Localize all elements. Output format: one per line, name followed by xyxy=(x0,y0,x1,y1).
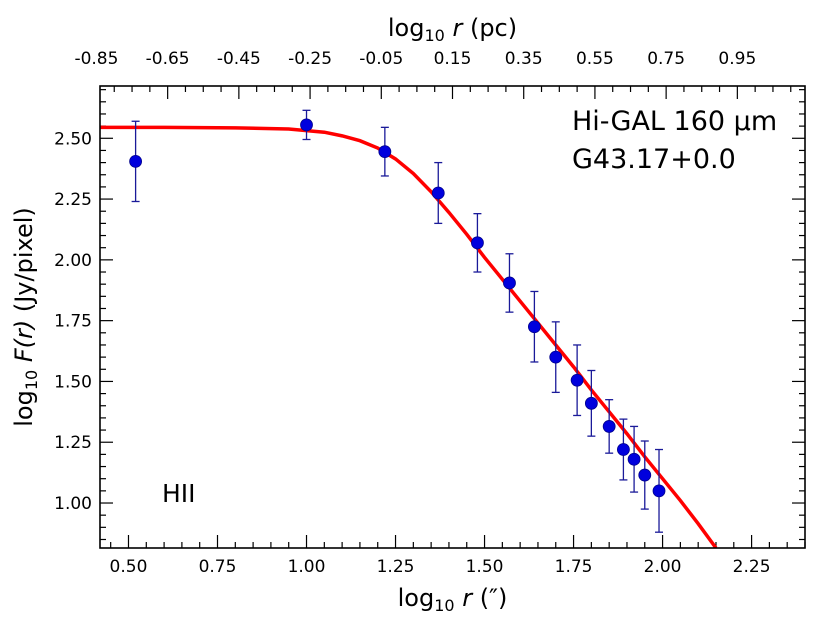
top-tick-label: -0.85 xyxy=(74,49,118,69)
data-point xyxy=(431,186,445,200)
y-tick-label: 1.75 xyxy=(54,312,92,332)
y-tick-label: 2.00 xyxy=(54,251,92,271)
data-point xyxy=(549,350,563,364)
data-point xyxy=(584,396,598,410)
x-tick-label: 2.25 xyxy=(733,557,771,577)
data-point xyxy=(627,452,641,466)
top-tick-label: -0.45 xyxy=(217,49,261,69)
top-tick-label: -0.25 xyxy=(288,49,332,69)
x-tick-label: 0.75 xyxy=(199,557,237,577)
top-tick-label: -0.65 xyxy=(146,49,190,69)
y-tick-label: 1.00 xyxy=(54,494,92,514)
top-tick-label: 0.55 xyxy=(576,49,614,69)
x-tick-label: 1.75 xyxy=(555,557,593,577)
top-tick-label: -0.05 xyxy=(359,49,403,69)
x-tick-label: 1.25 xyxy=(377,557,415,577)
data-point xyxy=(503,276,516,290)
data-point xyxy=(378,145,392,159)
x-tick-label: 1.00 xyxy=(288,557,326,577)
fit-curve xyxy=(100,125,718,548)
region-annotation: HII xyxy=(162,479,196,508)
plot-frame xyxy=(99,85,806,549)
y-tick-label: 2.25 xyxy=(54,190,92,210)
y-tick-label: 1.25 xyxy=(54,433,92,453)
labels-layer: 0.50 0.75 1.00 1.25 1.50 1.75 2.00 2.25 1.00 1.25… xyxy=(10,14,771,615)
top-tick-label: 0.15 xyxy=(434,49,472,69)
data-point xyxy=(602,420,616,433)
x-tick-label: 2.00 xyxy=(644,557,682,577)
source-annotation: G43.17+0.0 xyxy=(572,144,736,175)
y-axis-title: log10 F(r) (Jy/pixel) xyxy=(10,207,41,427)
data-point xyxy=(570,373,584,387)
data-point xyxy=(129,154,143,168)
top-x-axis-title: log10 r (pc) xyxy=(388,14,517,45)
data-points-layer xyxy=(129,109,666,533)
survey-annotation: Hi-GAL 160 μm xyxy=(572,106,777,137)
data-point xyxy=(638,468,652,482)
x-tick-label: 0.50 xyxy=(110,557,148,577)
y-tick-label: 1.50 xyxy=(54,372,92,392)
data-point xyxy=(527,320,541,334)
y-tick-label: 2.50 xyxy=(54,129,92,149)
data-point xyxy=(652,484,666,498)
top-tick-label: 0.95 xyxy=(718,49,756,69)
x-tick-label: 1.50 xyxy=(466,557,504,577)
top-tick-label: 0.35 xyxy=(505,49,543,69)
data-point xyxy=(617,443,630,456)
axis-ticks xyxy=(100,86,806,548)
fit-curve-layer xyxy=(100,125,718,548)
x-axis-title: log10 r (″) xyxy=(398,584,508,615)
top-tick-label: 0.75 xyxy=(647,49,685,69)
data-point xyxy=(471,236,484,250)
data-point xyxy=(300,118,313,132)
